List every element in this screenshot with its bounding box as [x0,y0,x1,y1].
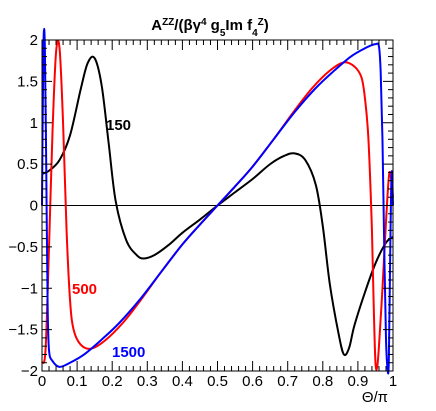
chart-title: AZZ/(βγ4 g5Im f4Z) [151,17,269,39]
x-tick-label: 0.4 [172,373,193,390]
y-tick-label: −1.5 [8,322,38,339]
x-axis-label: Θ/π [362,389,388,406]
x-tick-label: 0.2 [102,373,123,390]
y-tick-label: 0 [30,198,38,215]
y-tick-label: 1 [30,115,38,132]
x-tick-label: 0.7 [277,373,298,390]
y-tick-label: −2 [21,363,38,380]
x-tick-label: 0 [38,373,46,390]
x-tick-label: 0.3 [137,373,158,390]
y-tick-label: 1.5 [17,73,38,90]
series-label-500: 500 [72,281,97,298]
x-tick-label: 0.5 [207,373,228,390]
y-tick-label: −0.5 [8,239,38,256]
x-tick-label: 0.8 [312,373,333,390]
x-tick-label: 0.6 [242,373,263,390]
x-tick-label: 1 [389,373,397,390]
x-tick-label: 0.9 [347,373,368,390]
series-line-1500 [41,27,394,375]
y-tick-label: 2 [30,32,38,49]
x-tick-label: 0.1 [67,373,88,390]
series-label-1500: 1500 [112,344,145,361]
series-label-150: 150 [106,117,131,134]
y-tick-label: 0.5 [17,156,38,173]
y-tick-label: −1 [21,280,38,297]
